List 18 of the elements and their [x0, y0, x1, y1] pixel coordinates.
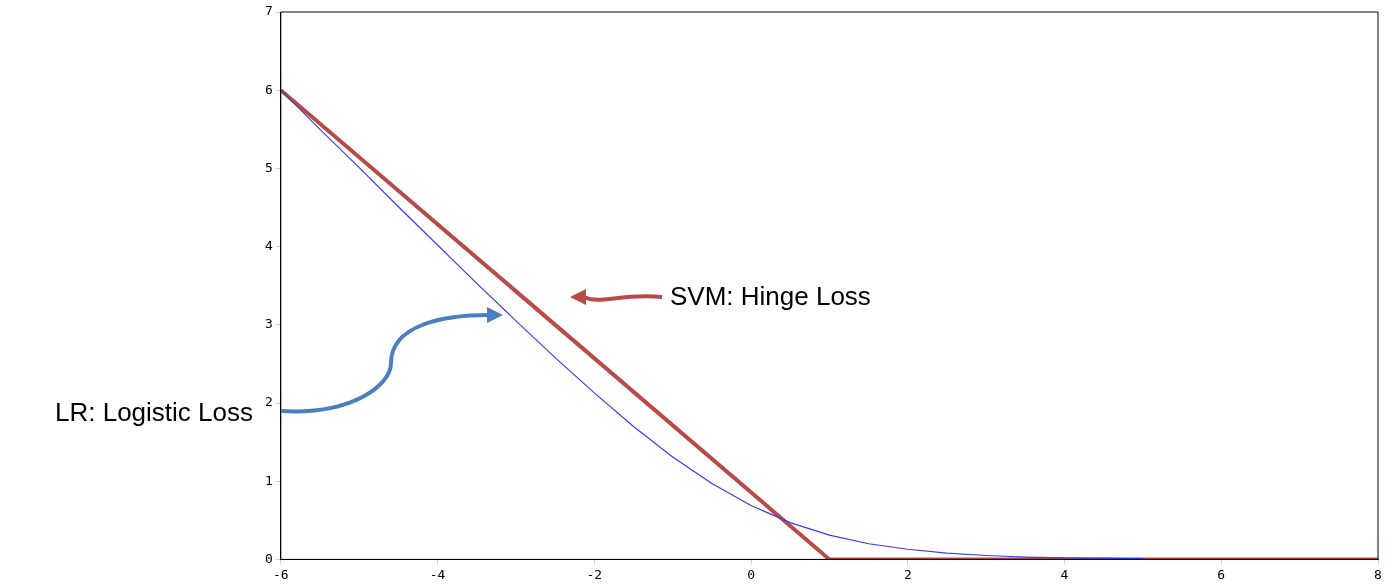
y-tick-label: 6	[265, 81, 273, 97]
x-tick-label: -6	[273, 566, 289, 582]
x-tick-label: 0	[747, 566, 755, 582]
y-tick-label: 0	[265, 550, 273, 566]
y-tick-label: 2	[265, 394, 273, 410]
y-tick-label: 7	[265, 3, 273, 19]
y-tick-label: 5	[265, 159, 273, 175]
y-tick-label: 4	[265, 237, 273, 253]
x-tick-label: 6	[1217, 566, 1226, 582]
x-tick-label: 8	[1374, 566, 1382, 582]
text: LR: Logistic Loss	[55, 397, 253, 428]
annotation: SVM: Hinge Loss	[670, 281, 871, 312]
x-tick-label: 2	[903, 566, 912, 582]
x-tick-label: 4	[1060, 566, 1069, 582]
x-tick-label: -2	[586, 566, 603, 582]
x-tick-label: -4	[429, 566, 446, 582]
y-tick-label: 3	[265, 316, 273, 332]
y-tick-label: 1	[265, 472, 273, 488]
